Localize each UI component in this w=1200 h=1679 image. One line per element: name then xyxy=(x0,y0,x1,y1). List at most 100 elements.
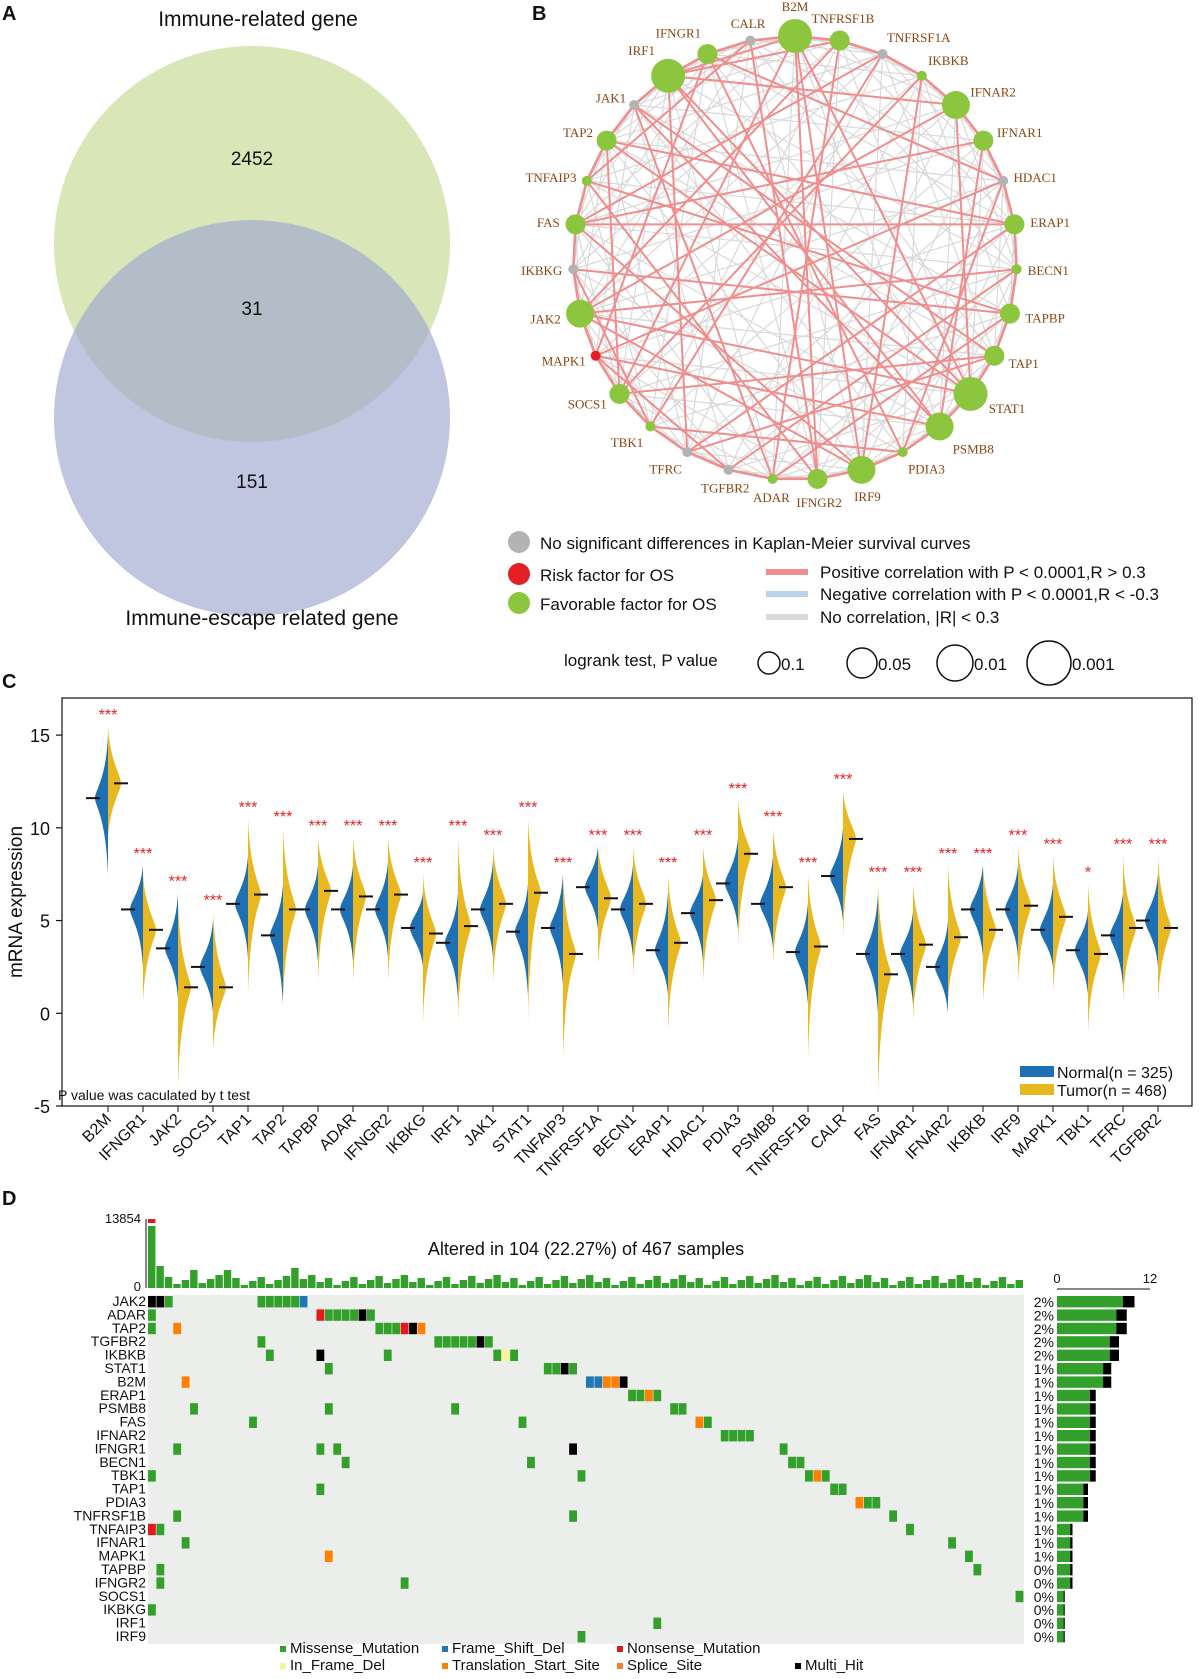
top-bar-sample xyxy=(316,1282,324,1288)
edge-pos-b2m-stat1 xyxy=(794,35,972,395)
node-adar xyxy=(767,473,778,484)
sig-tfrc: *** xyxy=(1114,837,1133,854)
node-ikbkb xyxy=(916,70,927,81)
top-bar-nonsense-cap xyxy=(148,1219,156,1223)
right-bar-multihit-mapk1 xyxy=(1070,1550,1073,1562)
cell-tgfbr2-missense-mutation xyxy=(442,1336,451,1348)
cell-tap1-missense-mutation xyxy=(830,1483,839,1495)
right-bar-tnfaip3 xyxy=(1057,1523,1071,1536)
top-bar-sample xyxy=(712,1281,720,1288)
edge-pos-adar-jak1 xyxy=(633,104,774,480)
top-bar-sample xyxy=(257,1277,265,1288)
cell-stat1-missense-mutation xyxy=(569,1363,577,1375)
percent-adar: 2% xyxy=(1034,1307,1054,1323)
edge-pos-pdia3-tbk1 xyxy=(650,425,903,454)
top-bar-sample xyxy=(746,1276,754,1288)
node-label-stat1: STAT1 xyxy=(989,401,1026,416)
violin-normal-socs1 xyxy=(200,920,213,1014)
legend-favorable-label: Favorable factor for OS xyxy=(540,595,717,614)
right-bar-fas xyxy=(1057,1416,1090,1428)
percent-erap1: 1% xyxy=(1034,1388,1054,1404)
cell-b2m-frame-shift-del xyxy=(594,1376,603,1388)
onco-top-axis-min: 0 xyxy=(134,1279,141,1294)
gene-label-tapbp: TAPBP xyxy=(101,1561,146,1577)
edge-pos-becn1-tgfbr2 xyxy=(727,268,1018,471)
network-edges xyxy=(571,34,1019,481)
onco-right-axis-min: 0 xyxy=(1053,1271,1060,1286)
right-bar-adar xyxy=(1057,1309,1117,1321)
node-label-tnfrsf1a: TNFRSF1A xyxy=(887,30,951,45)
edge-pos-tapbp-adar xyxy=(771,312,1011,480)
node-calr xyxy=(745,35,756,46)
cell-adar-missense-mutation xyxy=(350,1309,358,1321)
sig-adar: *** xyxy=(344,818,363,835)
node-b2m xyxy=(778,19,812,53)
edge-pos-psmb8-mapk1 xyxy=(595,354,940,428)
node-label-hdac1: HDAC1 xyxy=(1013,170,1056,185)
percent-tbk1: 1% xyxy=(1034,1468,1054,1484)
cell-tap2-multi-hit xyxy=(409,1322,417,1335)
edge-pos-tap1-socs1 xyxy=(619,354,995,395)
percent-tapbp: 0% xyxy=(1034,1562,1054,1578)
cell-irf1-missense-mutation xyxy=(653,1617,662,1629)
edge-none-tgfbr2-jak1 xyxy=(633,104,730,470)
edge-pos-jak1-psmb8 xyxy=(633,104,941,428)
right-bar-ifnar1 xyxy=(1057,1537,1071,1549)
right-bar-multihit-stat1 xyxy=(1103,1363,1112,1375)
top-bar-sample xyxy=(341,1281,350,1288)
x-tick-label-irf1: IRF1 xyxy=(428,1111,465,1148)
right-bar-tap1 xyxy=(1057,1483,1084,1495)
cell-irf9-missense-mutation xyxy=(577,1631,586,1643)
top-bar-sample xyxy=(425,1285,434,1288)
sig-ifnar1: *** xyxy=(904,864,923,881)
legend-size-0.05-label: 0.05 xyxy=(878,655,911,674)
violin-tumor-erap1 xyxy=(668,874,681,1032)
node-label-mapk1: MAPK1 xyxy=(542,354,586,369)
cell-ifnar1-missense-mutation xyxy=(948,1537,957,1549)
violin-legend: Normal(n = 325) Tumor(n = 468) xyxy=(1020,1065,1173,1100)
panel-a-letter: A xyxy=(2,3,16,25)
top-bar-sample xyxy=(636,1284,644,1288)
legend-swatch-multi-hit xyxy=(795,1663,801,1669)
cell-erap1-missense-mutation xyxy=(636,1389,645,1402)
edge-pos-tnfrsf1b-jak2 xyxy=(579,39,841,315)
cell-adar-missense-mutation xyxy=(333,1309,342,1321)
cell-psmb8-missense-mutation xyxy=(678,1403,687,1415)
cell-ifnar2-missense-mutation xyxy=(729,1430,738,1442)
edge-none-tbk1-ifngr1 xyxy=(649,53,709,427)
violin-tumor-irf9 xyxy=(1018,846,1031,986)
right-bar-multihit-tap1 xyxy=(1083,1483,1088,1495)
right-bar-irf1 xyxy=(1057,1617,1064,1629)
top-bar-sample xyxy=(518,1285,527,1288)
percent-socs1: 0% xyxy=(1034,1589,1054,1605)
sig-tbk1: * xyxy=(1085,864,1091,881)
edge-pos-erap1-tap2 xyxy=(606,139,1015,226)
top-bar-sample xyxy=(569,1283,577,1288)
edge-none-tap1-jak2 xyxy=(580,313,995,357)
cell-ifnar2-missense-mutation xyxy=(737,1430,746,1442)
edge-none-tapbp-ifngr2 xyxy=(817,313,1011,480)
node-label-jak2: JAK2 xyxy=(530,312,560,327)
top-bar-sample xyxy=(148,1226,156,1288)
percent-tap2: 2% xyxy=(1034,1321,1054,1337)
cell-b2m-multi-hit xyxy=(619,1376,628,1388)
y-tick-label-15: 15 xyxy=(30,726,50,746)
top-bar-sample xyxy=(678,1275,687,1288)
edge-none-b2m-becn1 xyxy=(794,35,1018,270)
legend-ns-dot xyxy=(508,531,530,553)
node-hdac1 xyxy=(998,175,1009,186)
cell-tbk1-translation-start-site xyxy=(813,1470,822,1482)
top-bar-sample xyxy=(838,1276,847,1288)
network-legend: No significant differences in Kaplan-Mei… xyxy=(508,531,1159,686)
violin-tumor-calr xyxy=(843,790,856,940)
cell-tgfbr2-missense-mutation xyxy=(468,1336,476,1348)
edge-pos-ifngr1-hdac1 xyxy=(707,53,1004,182)
edge-pos-hdac1-pdia3 xyxy=(901,180,1005,453)
edge-none-ifnar1-stat1 xyxy=(969,140,984,394)
top-bar-sample xyxy=(965,1282,973,1288)
right-bar-multihit-adar xyxy=(1116,1309,1127,1321)
violin-normal-psmb8 xyxy=(760,855,773,949)
cell-tnfrsf1b-missense-mutation xyxy=(889,1510,898,1522)
gene-label-socs1: SOCS1 xyxy=(99,1588,147,1604)
